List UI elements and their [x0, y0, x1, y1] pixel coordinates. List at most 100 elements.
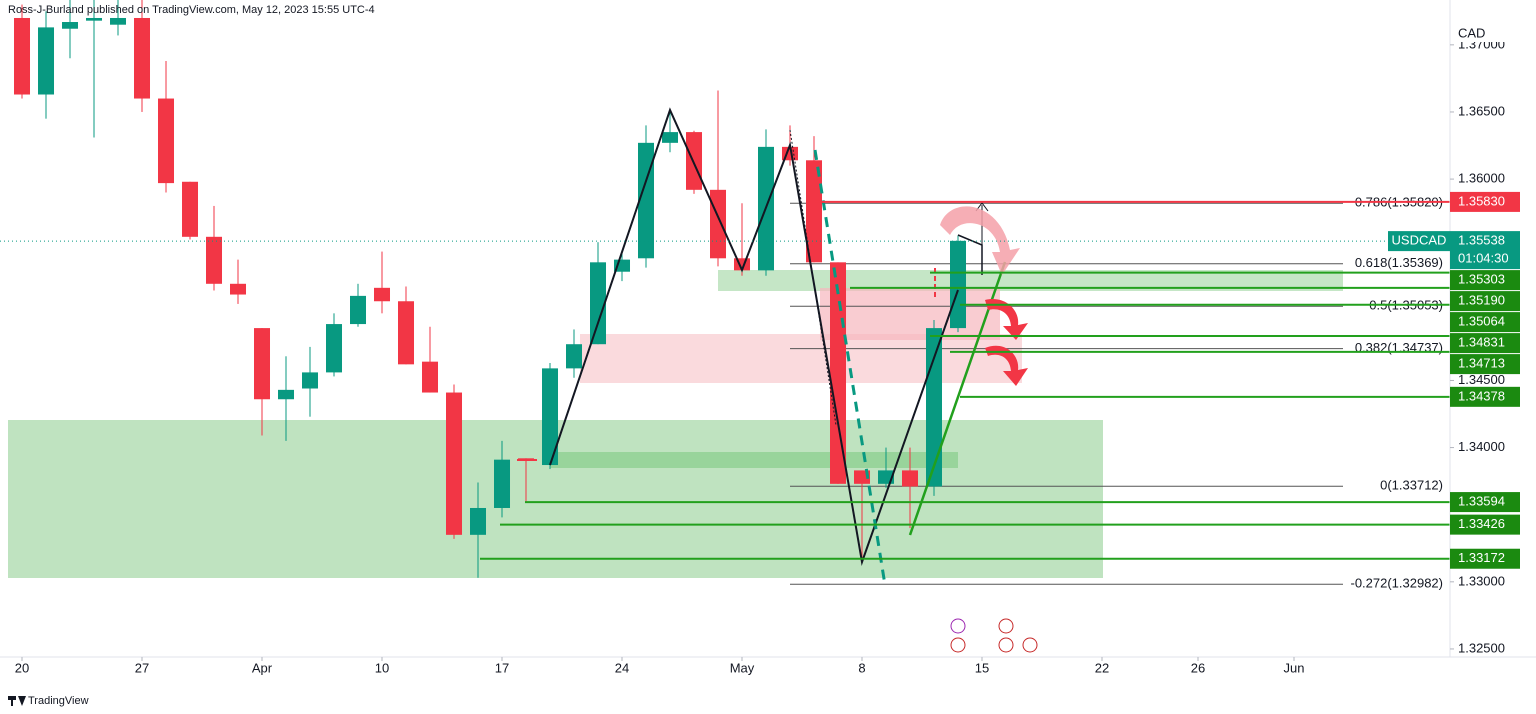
- x-tick-label: 17: [495, 660, 509, 675]
- level-bg: [1450, 333, 1520, 354]
- symbol: USDCAD: [1392, 233, 1447, 248]
- candle-body: [302, 372, 319, 389]
- level-label: 1.33594: [1458, 494, 1505, 509]
- candle-body: [590, 262, 607, 345]
- event-icon: [1022, 637, 1038, 653]
- currency-bg: [1452, 24, 1512, 42]
- event-icon: [950, 618, 966, 634]
- candle-body: [566, 344, 583, 369]
- candle-body: [326, 324, 343, 373]
- logo: [8, 696, 26, 706]
- drawing-zones: [8, 270, 1343, 578]
- candle-body: [470, 507, 487, 535]
- x-tick-label: May: [730, 660, 755, 675]
- events: [950, 618, 1038, 653]
- y-tick-label: 1.33000: [1458, 573, 1505, 588]
- candle-body: [446, 392, 463, 535]
- currency: CAD: [1458, 25, 1485, 40]
- candle-body: [230, 283, 247, 295]
- x-tick-label: 27: [135, 660, 149, 675]
- candle-body: [350, 295, 367, 325]
- candle-body: [182, 181, 199, 237]
- dashed-trendline: [813, 149, 887, 586]
- countdown: 01:04:30: [1458, 251, 1509, 266]
- fib-label: -0.272(1.32982): [1350, 576, 1443, 591]
- y-tick-label: 1.36500: [1458, 103, 1505, 118]
- dotted-leg: [789, 129, 837, 426]
- footer: TradingView: [28, 695, 89, 707]
- candle-body: [950, 240, 967, 329]
- level-bg: [1450, 514, 1520, 535]
- x-tick-label: 10: [375, 660, 389, 675]
- symbol-bg: [1388, 231, 1450, 252]
- base-zone: [550, 452, 958, 468]
- candle-body: [206, 236, 223, 284]
- resistance-label: 1.35830: [1458, 193, 1505, 208]
- header: Ross-J-Burland published on TradingView.…: [8, 4, 375, 16]
- supply-zone: [580, 334, 1022, 383]
- candle-body: [254, 328, 271, 400]
- level-bg: [1450, 354, 1520, 375]
- level-label: 1.34831: [1458, 335, 1505, 350]
- level-bg: [1450, 291, 1520, 312]
- levels: [0, 200, 1450, 560]
- level-label: 1.34713: [1458, 356, 1505, 371]
- x-tick-label: 24: [615, 660, 629, 675]
- level-bg: [1450, 386, 1520, 407]
- candle-body: [542, 368, 559, 466]
- support-zone: [718, 270, 1343, 291]
- y-tick-label: 1.32500: [1458, 640, 1505, 655]
- candle-body: [14, 17, 31, 95]
- level-label: 1.35064: [1458, 314, 1505, 329]
- level-bg: [1450, 270, 1520, 291]
- candle-body: [494, 459, 511, 508]
- resistance-bg: [1450, 191, 1520, 212]
- level-bg: [1450, 548, 1520, 569]
- y-tick-label: 1.34000: [1458, 439, 1505, 454]
- candle-body: [38, 27, 55, 95]
- fib-label: 0(1.33712): [1380, 478, 1443, 493]
- y-tick-label: 1.34500: [1458, 372, 1505, 387]
- candles: [14, 0, 967, 578]
- zigzag: [549, 107, 959, 566]
- event-icon: [950, 637, 966, 653]
- candle-body: [710, 189, 727, 259]
- candle-body: [662, 132, 679, 143]
- x-tick-label: Apr: [252, 660, 273, 675]
- level-label: 1.33172: [1458, 550, 1505, 565]
- x-tick-label: Jun: [1284, 660, 1305, 675]
- level-label: 1.34378: [1458, 388, 1505, 403]
- level-label: 1.33426: [1458, 516, 1505, 531]
- candle-body: [422, 361, 439, 393]
- candle-body: [374, 287, 391, 302]
- candle-body: [278, 389, 295, 400]
- x-tick-label: 8: [858, 660, 865, 675]
- level-bg: [1450, 492, 1520, 513]
- candle-body: [902, 470, 919, 487]
- event-icon: [998, 618, 1014, 634]
- candle-body: [158, 98, 175, 184]
- curved-arrow: [985, 299, 1028, 340]
- candle-body: [86, 17, 103, 21]
- x-tick-label: 26: [1191, 660, 1205, 675]
- x-tick-label: 22: [1095, 660, 1109, 675]
- event-icon: [998, 637, 1014, 653]
- candle-body: [830, 262, 847, 484]
- resistance-zone: [820, 288, 1000, 340]
- candle-body: [110, 17, 127, 25]
- fib-label: 0.618(1.35369): [1355, 255, 1443, 270]
- level-label: 1.35190: [1458, 293, 1505, 308]
- x-tick-label: 15: [975, 660, 989, 675]
- level-label: 1.35303: [1458, 272, 1505, 287]
- candle-body: [62, 22, 79, 29]
- price-labels: USDCAD 1.35538 01:04:30 1.35830 1.35303 1.351…: [1388, 191, 1520, 569]
- last-price-bg: [1450, 231, 1520, 270]
- curved-arrow: [985, 345, 1028, 386]
- drawings: [517, 107, 1028, 586]
- level-bg: [1450, 312, 1520, 333]
- last-price: 1.35538: [1458, 233, 1505, 248]
- y-tick-label: 1.36000: [1458, 171, 1505, 186]
- candle-body: [398, 301, 415, 365]
- curved-arrow: [940, 206, 1020, 275]
